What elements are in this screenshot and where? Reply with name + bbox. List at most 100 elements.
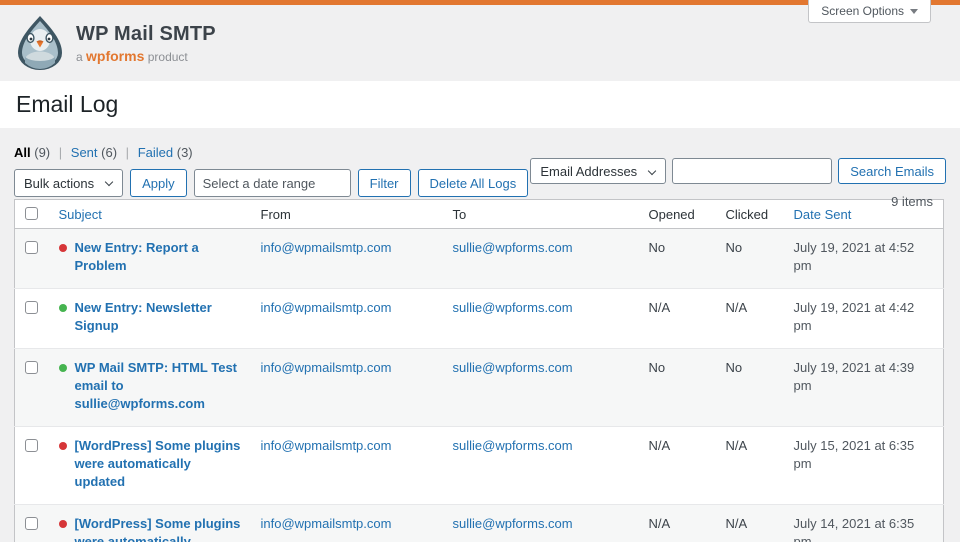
from-email-link[interactable]: info@wpmailsmtp.com bbox=[260, 360, 392, 375]
to-cell: sullie@wpforms.com bbox=[442, 504, 639, 542]
subject-link[interactable]: [WordPress] Some plugins were automatica… bbox=[74, 438, 241, 489]
subject-cell: New Entry: Report a Problem bbox=[49, 229, 251, 289]
row-checkbox-cell bbox=[15, 229, 49, 289]
column-header-subject[interactable]: Subject bbox=[48, 199, 251, 229]
wp-mail-smtp-pigeon-logo-icon bbox=[18, 16, 62, 70]
clicked-cell: N/A bbox=[715, 426, 784, 505]
from-cell: info@wpmailsmtp.com bbox=[250, 348, 443, 427]
to-cell: sullie@wpforms.com bbox=[442, 426, 639, 505]
opened-cell: N/A bbox=[638, 504, 716, 542]
select-all-checkbox[interactable] bbox=[25, 207, 38, 220]
status-dot-icon bbox=[58, 364, 67, 372]
filter-button[interactable]: Filter bbox=[357, 169, 411, 197]
opened-cell: N/A bbox=[638, 288, 716, 349]
table-row: New Entry: Report a Problem info@wpmails… bbox=[14, 228, 944, 289]
column-header-from: From bbox=[250, 199, 443, 229]
search-input[interactable] bbox=[672, 158, 833, 184]
select-all-checkbox-cell bbox=[14, 199, 49, 229]
date-sent-cell: July 15, 2021 at 6:35 pm bbox=[783, 426, 944, 505]
subject-link[interactable]: [WordPress] Some plugins were automatica… bbox=[74, 516, 241, 542]
from-email-link[interactable]: info@wpmailsmtp.com bbox=[260, 240, 392, 255]
to-email-link[interactable]: sullie@wpforms.com bbox=[452, 516, 573, 531]
log-table-body: New Entry: Report a Problem info@wpmails… bbox=[14, 228, 944, 542]
from-cell: info@wpmailsmtp.com bbox=[251, 229, 443, 289]
to-email-link[interactable]: sullie@wpforms.com bbox=[452, 360, 573, 375]
opened-cell: No bbox=[638, 348, 716, 427]
row-checkbox-cell bbox=[14, 288, 49, 349]
subject-link[interactable]: New Entry: Newsletter Signup bbox=[74, 300, 212, 333]
subject-cell: WP Mail SMTP: HTML Test email to sullie@… bbox=[48, 348, 251, 427]
wpforms-brand: wpforms bbox=[86, 47, 145, 64]
chevron-down-icon bbox=[910, 8, 918, 14]
date-range-input[interactable] bbox=[193, 169, 351, 197]
subject-link[interactable]: WP Mail SMTP: HTML Test email to sullie@… bbox=[74, 360, 238, 411]
subject-cell: [WordPress] Some plugins were automatica… bbox=[48, 504, 251, 542]
accent-bar bbox=[0, 0, 960, 5]
view-filter-failed[interactable]: Failed bbox=[137, 145, 174, 160]
table-header: Subject From To Opened Clicked Date Sent bbox=[14, 199, 944, 229]
to-email-link[interactable]: sullie@wpforms.com bbox=[452, 300, 573, 315]
bulk-actions-select[interactable]: Bulk actions bbox=[14, 169, 124, 197]
row-checkbox[interactable] bbox=[25, 517, 38, 530]
row-checkbox-cell bbox=[14, 426, 49, 505]
subject-cell: New Entry: Newsletter Signup bbox=[48, 288, 251, 349]
from-email-link[interactable]: info@wpmailsmtp.com bbox=[260, 516, 392, 531]
column-header-to: To bbox=[442, 199, 639, 229]
view-filter-sent[interactable]: Sent bbox=[70, 145, 98, 160]
subject-link[interactable]: New Entry: Report a Problem bbox=[74, 240, 199, 273]
search-field-select[interactable]: Email Addresses bbox=[530, 158, 667, 184]
page-title: Email Log bbox=[16, 91, 119, 117]
table-row: WP Mail SMTP: HTML Test email to sullie@… bbox=[14, 348, 944, 427]
date-sent-cell: July 14, 2021 at 6:35 pm bbox=[783, 504, 944, 542]
column-header-opened: Opened bbox=[638, 199, 716, 229]
from-email-link[interactable]: info@wpmailsmtp.com bbox=[260, 438, 392, 453]
date-sent-cell: July 19, 2021 at 4:39 pm bbox=[783, 348, 944, 427]
table-row: [WordPress] Some plugins were automatica… bbox=[14, 504, 944, 542]
delete-all-logs-button[interactable]: Delete All Logs bbox=[417, 169, 529, 197]
search-emails-button[interactable]: Search Emails bbox=[838, 158, 946, 184]
row-checkbox[interactable] bbox=[25, 241, 38, 254]
to-email-link[interactable]: sullie@wpforms.com bbox=[452, 240, 573, 255]
table-row: New Entry: Newsletter Signup info@wpmail… bbox=[14, 288, 944, 349]
table-row: [WordPress] Some plugins were automatica… bbox=[14, 426, 944, 505]
status-dot-icon bbox=[58, 244, 67, 252]
column-header-clicked: Clicked bbox=[715, 199, 784, 229]
clicked-cell: N/A bbox=[715, 504, 784, 542]
from-cell: info@wpmailsmtp.com bbox=[250, 426, 443, 505]
search-row: Email Addresses Search Emails bbox=[530, 158, 946, 184]
opened-cell: N/A bbox=[638, 426, 716, 505]
title-band: Email Log bbox=[0, 81, 960, 128]
content-area: All (9) | Sent (6) | Failed (3) Bulk act… bbox=[0, 144, 960, 542]
apply-button[interactable]: Apply bbox=[130, 169, 187, 197]
status-dot-icon bbox=[58, 442, 67, 450]
to-cell: sullie@wpforms.com bbox=[442, 348, 639, 427]
row-checkbox-cell bbox=[14, 504, 49, 542]
from-cell: info@wpmailsmtp.com bbox=[250, 288, 443, 349]
from-email-link[interactable]: info@wpmailsmtp.com bbox=[260, 300, 392, 315]
view-filter-all[interactable]: All (9) bbox=[14, 145, 51, 160]
clicked-cell: N/A bbox=[715, 288, 784, 349]
row-checkbox[interactable] bbox=[25, 439, 38, 452]
toolbar: Bulk actions Apply Filter Delete All Log… bbox=[14, 169, 946, 197]
status-dot-icon bbox=[58, 520, 67, 528]
to-email-link[interactable]: sullie@wpforms.com bbox=[452, 438, 573, 453]
items-count: 9 items bbox=[891, 194, 933, 209]
to-cell: sullie@wpforms.com bbox=[443, 229, 639, 289]
date-sent-cell: July 19, 2021 at 4:42 pm bbox=[783, 288, 944, 349]
view-filters: All (9) | Sent (6) | Failed (3) bbox=[14, 145, 193, 160]
opened-cell: No bbox=[648, 240, 666, 255]
date-sent-cell: July 19, 2021 at 4:52 pm bbox=[793, 240, 915, 273]
app-title: WP Mail SMTP bbox=[76, 22, 216, 45]
subject-cell: [WordPress] Some plugins were automatica… bbox=[48, 426, 251, 505]
status-dot-icon bbox=[58, 304, 67, 312]
screen-options-button[interactable]: Screen Options bbox=[808, 0, 931, 23]
from-cell: info@wpmailsmtp.com bbox=[250, 504, 443, 542]
row-checkbox[interactable] bbox=[25, 361, 38, 374]
row-checkbox-cell bbox=[14, 348, 49, 427]
app-tagline: a wpforms product bbox=[76, 47, 188, 64]
clicked-cell: No bbox=[715, 348, 784, 427]
email-log-table: Subject From To Opened Clicked Date Sent… bbox=[14, 199, 944, 542]
column-header-date-sent[interactable]: Date Sent bbox=[783, 199, 944, 229]
plugin-header: WP Mail SMTP a wpforms product Screen Op… bbox=[0, 0, 960, 81]
row-checkbox[interactable] bbox=[25, 301, 38, 314]
